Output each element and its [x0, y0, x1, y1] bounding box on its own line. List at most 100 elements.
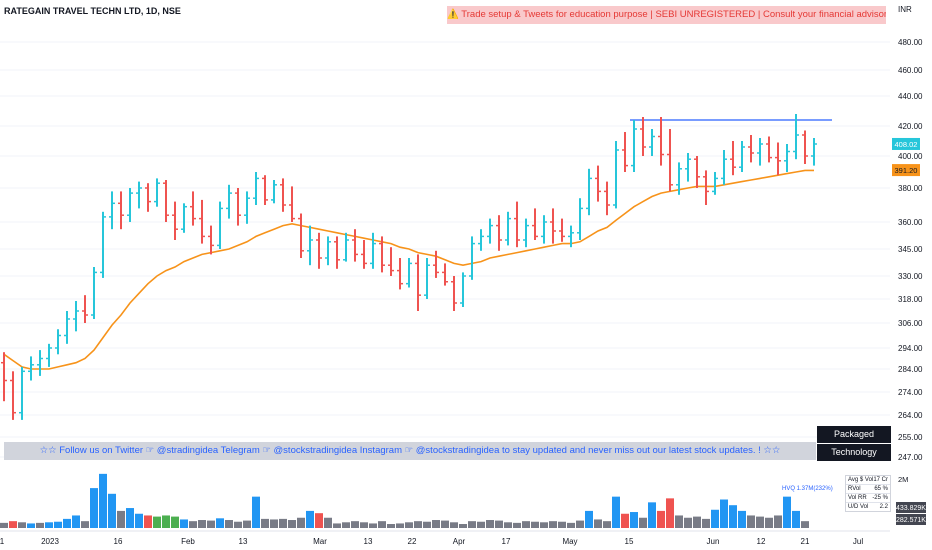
volume-bar — [126, 508, 134, 528]
stat-row: RVol 65 % — [846, 484, 890, 493]
ohlc-bar — [541, 215, 547, 244]
ohlc-bar — [469, 236, 475, 280]
ohlc-bar — [568, 225, 574, 248]
ohlc-bar — [730, 141, 736, 176]
volume-bar — [0, 522, 8, 528]
volume-bar — [378, 521, 386, 528]
ohlc-bar — [1, 352, 7, 402]
stat-label: Vol RR — [848, 495, 867, 501]
volume-bar — [162, 515, 170, 528]
ohlc-bar — [703, 170, 709, 205]
ohlc-bar — [784, 144, 790, 172]
ohlc-bar — [64, 311, 70, 344]
volume-bar — [684, 517, 692, 528]
x-tick-label: Feb — [181, 537, 195, 546]
ohlc-bar — [28, 356, 34, 381]
ohlc-bar — [793, 114, 799, 160]
volume-bar — [144, 515, 152, 528]
volume-bar — [603, 521, 611, 528]
price-tick-label: 318.00 — [898, 295, 923, 304]
ohlc-bar — [667, 129, 673, 192]
volume-bar — [108, 493, 116, 528]
price-tick-label: 264.00 — [898, 411, 923, 420]
ohlc-bar — [289, 186, 295, 222]
ohlc-bar — [559, 218, 565, 242]
volume-bar — [567, 522, 575, 528]
volume-bar — [549, 521, 557, 528]
volume-bar — [720, 499, 728, 528]
ohlc-bar — [325, 236, 331, 266]
ohlc-bar — [235, 188, 241, 226]
ohlc-bar — [523, 218, 529, 248]
ohlc-bar — [181, 203, 187, 233]
volume-bar — [414, 521, 422, 528]
price-tick-label: 360.00 — [898, 218, 923, 227]
price-tick-label: 480.00 — [898, 38, 923, 47]
volume-bar — [612, 496, 620, 528]
volume-bar — [495, 520, 503, 528]
ohlc-bar — [244, 191, 250, 224]
volume-bar — [261, 518, 269, 528]
volume-bar — [324, 517, 332, 528]
ohlc-bar — [739, 141, 745, 172]
volume-bar — [54, 521, 62, 528]
ohlc-bar — [127, 188, 133, 222]
volume-bar — [441, 520, 449, 528]
volume-bar — [423, 521, 431, 528]
social-banner: ☆☆ Follow us on Twitter ☞ @stradingidea … — [4, 442, 816, 460]
stat-row: Vol RR -25 % — [846, 493, 890, 502]
ohlc-bar — [658, 117, 664, 166]
ohlc-bar — [46, 343, 52, 367]
price-tick-label: 274.00 — [898, 388, 923, 397]
volume-bar — [45, 522, 53, 528]
volume-bar — [351, 521, 359, 528]
x-tick-label: Mar — [313, 537, 327, 546]
volume-bar — [513, 522, 521, 528]
stat-value: 17 Cr — [873, 477, 888, 483]
ohlc-bar — [163, 180, 169, 222]
volume-bar — [9, 521, 17, 528]
ohlc-bar — [514, 201, 520, 248]
ohlc-bar — [694, 156, 700, 188]
volume-bar — [558, 521, 566, 528]
ohlc-bar — [721, 150, 727, 185]
volume-bar — [306, 510, 314, 528]
price-tick-label: 420.00 — [898, 122, 923, 131]
x-tick-label: 21 — [801, 537, 810, 546]
ohlc-bar — [712, 172, 718, 195]
stat-value: -25 % — [872, 495, 888, 501]
volume-bar — [225, 520, 233, 528]
x-tick-label: Jun — [707, 537, 720, 546]
volume-bar — [666, 498, 674, 528]
ohlc-bar — [433, 250, 439, 278]
chart-title: RATEGAIN TRAVEL TECHN LTD, 1D, NSE — [4, 6, 181, 16]
ohlc-bar — [442, 263, 448, 286]
volume-bar — [711, 509, 719, 528]
volume-bar — [18, 522, 26, 528]
volume-bar — [99, 473, 107, 528]
volume-bar — [540, 522, 548, 528]
ohlc-bar — [748, 135, 754, 163]
volume-bar — [216, 518, 224, 528]
volume-bar — [621, 513, 629, 528]
volume-bar — [297, 517, 305, 528]
volume-bar — [747, 515, 755, 528]
volume-bar — [333, 523, 341, 528]
volume-stats-table: Avg $ Vol 17 Cr RVol 65 % Vol RR -25 % U/D … — [845, 475, 891, 512]
stat-row: Avg $ Vol 17 Cr — [846, 476, 890, 484]
ohlc-bar — [172, 201, 178, 240]
ohlc-bar — [640, 117, 646, 156]
volume-bar — [792, 510, 800, 528]
ema-price-label: 391.20 — [895, 166, 918, 175]
volume-bar — [243, 520, 251, 528]
sector-tag: Packaged Software — [817, 426, 891, 456]
ohlc-bar — [307, 225, 313, 266]
ohlc-bar — [154, 178, 160, 207]
ohlc-bar — [73, 301, 79, 332]
ohlc-bar — [388, 247, 394, 276]
ohlc-bar — [343, 232, 349, 262]
volume-bar — [522, 521, 530, 528]
volume-bar — [783, 496, 791, 528]
x-tick-label: May — [562, 537, 577, 546]
